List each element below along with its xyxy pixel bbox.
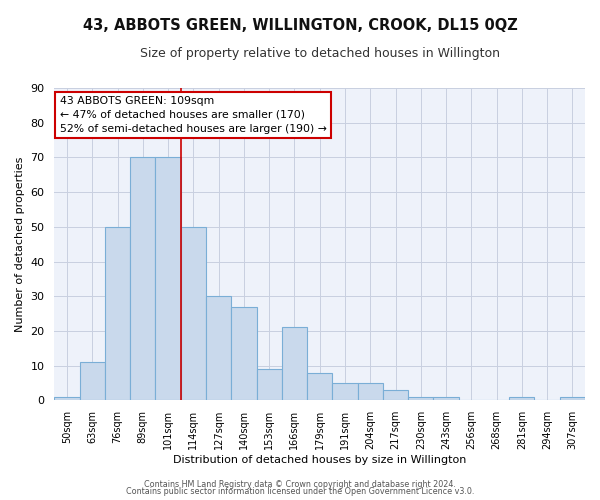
Bar — [231, 306, 257, 400]
Bar — [105, 227, 130, 400]
Text: 43 ABBOTS GREEN: 109sqm
← 47% of detached houses are smaller (170)
52% of semi-d: 43 ABBOTS GREEN: 109sqm ← 47% of detache… — [60, 96, 326, 134]
Text: 43, ABBOTS GREEN, WILLINGTON, CROOK, DL15 0QZ: 43, ABBOTS GREEN, WILLINGTON, CROOK, DL1… — [83, 18, 517, 32]
Bar — [433, 397, 458, 400]
Bar — [130, 158, 155, 400]
Bar — [80, 362, 105, 401]
X-axis label: Distribution of detached houses by size in Willington: Distribution of detached houses by size … — [173, 455, 466, 465]
Y-axis label: Number of detached properties: Number of detached properties — [15, 156, 25, 332]
Bar — [55, 397, 80, 400]
Bar — [408, 397, 433, 400]
Bar — [358, 383, 383, 400]
Bar — [181, 227, 206, 400]
Bar — [206, 296, 231, 401]
Bar — [257, 369, 282, 400]
Title: Size of property relative to detached houses in Willington: Size of property relative to detached ho… — [140, 48, 500, 60]
Bar — [509, 397, 535, 400]
Bar — [332, 383, 358, 400]
Text: Contains public sector information licensed under the Open Government Licence v3: Contains public sector information licen… — [126, 488, 474, 496]
Bar — [155, 158, 181, 400]
Bar — [282, 328, 307, 400]
Bar — [560, 397, 585, 400]
Text: Contains HM Land Registry data © Crown copyright and database right 2024.: Contains HM Land Registry data © Crown c… — [144, 480, 456, 489]
Bar — [307, 372, 332, 400]
Bar — [383, 390, 408, 400]
